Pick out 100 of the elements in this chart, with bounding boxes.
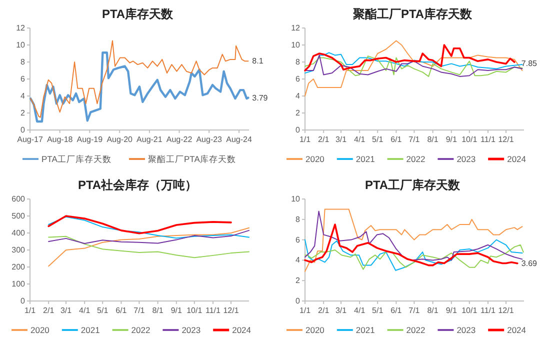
y-tick-label: 0 [20, 126, 26, 134]
legend-label: 2021 [356, 154, 376, 164]
chart-title: 聚酯工厂PTA库存天数 [352, 7, 474, 21]
line-series [304, 224, 518, 266]
legend-label: 聚酯工厂PTA库存天数 [148, 154, 236, 164]
x-tick-label: 10/1 [462, 135, 478, 144]
legend-label: 2022 [131, 325, 150, 335]
x-tick-label: Aug-21 [136, 135, 163, 144]
x-tick-label: 3/1 [335, 135, 348, 144]
annotation: 8.1 [252, 56, 264, 66]
x-tick-label: 9/1 [446, 135, 458, 144]
x-tick-label: 8/1 [152, 306, 164, 315]
line-series [304, 44, 516, 72]
y-tick-label: 100 [12, 280, 26, 288]
legend-label: 2023 [456, 325, 476, 335]
x-tick-label: 12/1 [498, 306, 514, 315]
x-tick-label: Aug-18 [46, 135, 74, 144]
y-tick-label: 8 [296, 58, 301, 66]
y-tick-label: 6 [296, 74, 301, 84]
x-tick-label: Aug-23 [196, 135, 223, 144]
y-tick-label: 200 [12, 262, 26, 272]
line-series [48, 215, 232, 234]
legend-label: 2020 [30, 325, 50, 335]
x-tick-label: 4/1 [354, 135, 366, 144]
line-series [304, 40, 523, 96]
annotation: 7.85 [521, 58, 538, 68]
x-tick-label: 6/1 [390, 306, 402, 315]
y-tick-label: 6 [20, 74, 26, 84]
x-tick-label: 6/1 [116, 306, 128, 315]
y-tick-label: 2 [296, 108, 301, 118]
x-tick-label: 12/1 [223, 306, 240, 315]
y-tick-label: 2 [20, 108, 26, 118]
x-tick-label: 7/1 [134, 306, 146, 315]
chart-title: PTA库存天数 [102, 7, 174, 21]
x-tick-label: 3/1 [60, 306, 72, 315]
y-tick-label: 400 [12, 228, 26, 238]
line-series [48, 216, 250, 239]
y-tick-label: 10 [291, 194, 301, 204]
legend-label: 2023 [456, 154, 476, 164]
line-series [29, 52, 250, 123]
y-tick-label: 500 [12, 212, 26, 220]
line-series [48, 236, 250, 258]
x-tick-label: 3/1 [335, 306, 348, 315]
x-tick-label: 12/1 [498, 135, 514, 144]
x-tick-label: 8/1 [427, 135, 439, 144]
x-tick-label: 2/1 [318, 306, 330, 315]
y-tick-label: 4 [20, 92, 26, 100]
legend-label: 2024 [232, 325, 252, 335]
x-tick-label: 11/1 [480, 135, 496, 144]
x-tick-label: Aug-17 [17, 135, 44, 144]
y-tick-label: 2 [296, 276, 301, 286]
x-tick-label: 7/1 [408, 135, 420, 144]
legend-label: 2022 [406, 154, 426, 164]
y-tick-label: 12 [291, 24, 301, 32]
y-tick-label: 4 [296, 92, 301, 100]
y-tick-label: 4 [296, 256, 301, 265]
x-tick-label: 6/1 [390, 135, 402, 144]
line-series [30, 40, 249, 118]
y-tick-label: 10 [291, 40, 301, 50]
legend-label: 2020 [306, 154, 325, 164]
y-tick-label: 12 [16, 24, 26, 32]
x-tick-label: 4/1 [354, 306, 366, 315]
x-tick-label: 5/1 [372, 135, 384, 144]
y-tick-label: 300 [12, 246, 26, 254]
y-tick-label: 600 [12, 194, 26, 204]
x-tick-label: 8/1 [427, 306, 439, 315]
annotation: 3.69 [521, 258, 538, 268]
legend-label: 2021 [80, 325, 100, 335]
x-tick-label: 11/1 [480, 306, 496, 315]
x-tick-label: 9/1 [446, 306, 458, 315]
legend-label: 2020 [306, 325, 325, 335]
x-tick-label: 11/1 [206, 306, 222, 315]
y-tick-label: 0 [296, 126, 301, 134]
x-tick-label: 2/1 [318, 135, 330, 144]
legend-label: 2024 [507, 325, 526, 335]
y-tick-label: 0 [20, 296, 26, 306]
chart-title: PTA社会库存（万吨） [78, 178, 198, 192]
line-series [304, 208, 523, 272]
annotation: 3.79 [252, 93, 268, 102]
y-tick-label: 6 [296, 235, 301, 244]
legend-label: 2023 [182, 325, 201, 335]
legend-label: PTA工厂库存天数 [42, 154, 112, 164]
x-tick-label: 2/1 [43, 306, 55, 315]
y-tick-label: 10 [16, 40, 26, 50]
y-tick-label: 8 [20, 58, 26, 66]
line-series [304, 210, 523, 261]
x-tick-label: 10/1 [462, 306, 478, 315]
x-tick-label: 5/1 [372, 306, 384, 315]
x-tick-label: Aug-24 [226, 135, 252, 144]
legend-label: 2021 [356, 325, 376, 335]
line-series [48, 230, 250, 244]
x-tick-label: 10/1 [186, 306, 203, 315]
y-tick-label: 8 [296, 214, 301, 224]
x-tick-label: 7/1 [408, 306, 420, 315]
chart-title: PTA工厂库存天数 [364, 178, 462, 192]
y-tick-label: 0 [296, 296, 301, 306]
legend-label: 2024 [507, 154, 526, 164]
x-tick-label: 5/1 [97, 306, 109, 315]
x-tick-label: Aug-20 [106, 135, 134, 144]
x-tick-label: 9/1 [170, 306, 183, 315]
